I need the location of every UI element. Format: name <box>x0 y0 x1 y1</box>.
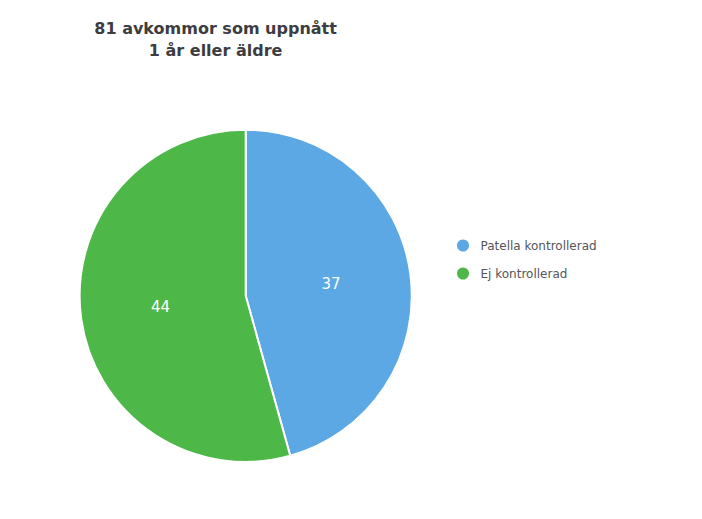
svg-text:37: 37 <box>321 275 340 293</box>
svg-text:Ej kontrollerad: Ej kontrollerad <box>481 267 568 281</box>
svg-text:1 år eller äldre: 1 år eller äldre <box>149 41 283 60</box>
svg-text:81 avkommor som uppnått: 81 avkommor som uppnått <box>94 19 337 38</box>
svg-text:44: 44 <box>151 298 170 316</box>
svg-text:Patella kontrollerad: Patella kontrollerad <box>481 239 597 253</box>
